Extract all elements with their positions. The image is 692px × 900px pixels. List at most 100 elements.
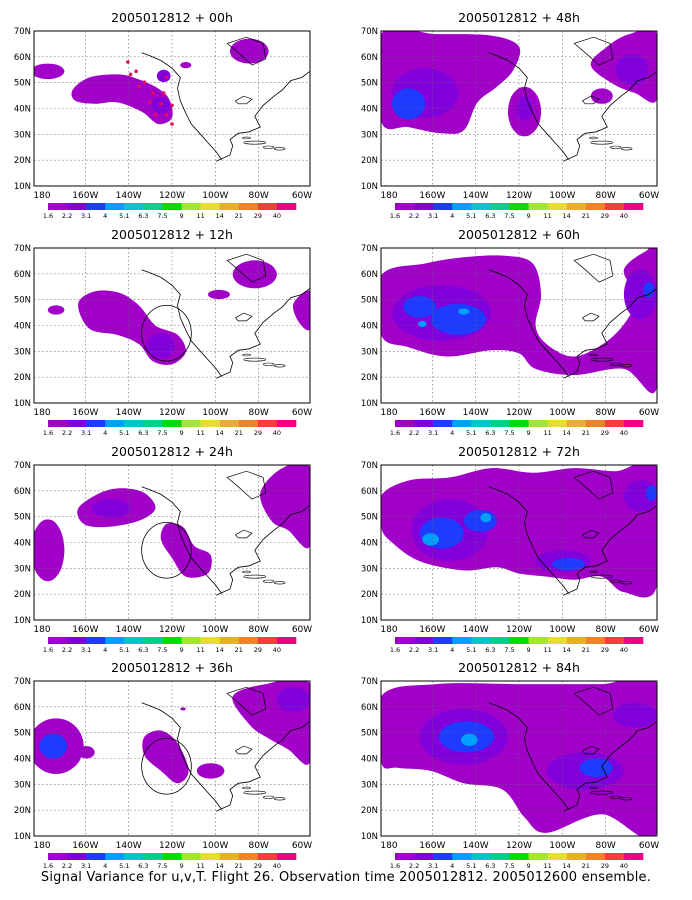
colorbar-swatch bbox=[433, 853, 453, 860]
colorbar-label: 6.3 bbox=[485, 429, 495, 437]
panel-title: 2005012812 + 60h bbox=[458, 227, 580, 242]
colorbar-swatch bbox=[86, 637, 106, 644]
colorbar-swatch bbox=[238, 853, 259, 860]
colorbar-label: 3.1 bbox=[81, 646, 91, 654]
colorbar-label: 14 bbox=[216, 212, 224, 220]
colorbar-label: 11 bbox=[543, 862, 551, 870]
caribbean-island bbox=[589, 136, 598, 140]
great-lakes bbox=[234, 312, 253, 322]
lat-tick-label: 10N bbox=[14, 399, 31, 409]
lon-tick-label: 140W bbox=[116, 191, 142, 201]
lon-tick-label: 160W bbox=[419, 841, 445, 851]
lon-tick-label: 60W bbox=[639, 841, 659, 851]
lat-tick-label: 50N bbox=[14, 513, 31, 523]
colorbar-swatch bbox=[490, 420, 510, 427]
lat-tick-label: 60N bbox=[14, 703, 31, 713]
colorbar-label: 3.1 bbox=[81, 429, 91, 437]
variance-contour-fill bbox=[232, 260, 277, 289]
colorbar-swatch bbox=[276, 637, 297, 644]
coastline bbox=[488, 269, 570, 377]
lon-tick-label: 140W bbox=[463, 625, 489, 635]
lat-tick-label: 20N bbox=[361, 373, 378, 383]
colorbar-label: 5.1 bbox=[466, 646, 476, 654]
colorbar-label: 11 bbox=[543, 212, 551, 220]
colorbar-label: 14 bbox=[563, 646, 571, 654]
colorbar-label: 21 bbox=[235, 429, 243, 437]
variance-contour-fill bbox=[590, 88, 613, 104]
colorbar-swatch bbox=[623, 420, 644, 427]
lon-tick-label: 160W bbox=[72, 625, 98, 635]
colorbar-label: 6.3 bbox=[485, 646, 495, 654]
colorbar-swatch bbox=[604, 420, 625, 427]
lat-tick-label: 10N bbox=[361, 616, 378, 626]
colorbar-label: 29 bbox=[601, 646, 609, 654]
colorbar-label: 21 bbox=[235, 212, 243, 220]
colorbar-swatch bbox=[509, 853, 529, 860]
colorbar-label: 6.3 bbox=[138, 429, 148, 437]
lon-tick-label: 140W bbox=[116, 625, 142, 635]
colorbar-label: 14 bbox=[216, 646, 224, 654]
map-frame bbox=[380, 680, 658, 837]
colorbar-label: 4 bbox=[103, 862, 107, 870]
variance-contour-fill bbox=[196, 763, 225, 779]
lat-tick-label: 60N bbox=[14, 487, 31, 497]
lat-tick-label: 10N bbox=[361, 399, 378, 409]
caribbean-island bbox=[242, 136, 251, 140]
colorbar-label: 29 bbox=[601, 862, 609, 870]
colorbar-label: 5.1 bbox=[466, 862, 476, 870]
colorbar-label: 7.5 bbox=[504, 429, 514, 437]
colorbar-swatch bbox=[219, 637, 240, 644]
variance-contour-fill bbox=[160, 522, 212, 578]
caribbean-island bbox=[589, 570, 598, 574]
lat-tick-label: 30N bbox=[14, 130, 31, 140]
colorbar-label: 1.6 bbox=[43, 212, 53, 220]
colorbar-swatch bbox=[124, 203, 144, 210]
caribbean-island bbox=[243, 357, 267, 362]
great-lakes bbox=[234, 745, 253, 755]
flight-track-point bbox=[161, 91, 166, 95]
colorbar-label: 7.5 bbox=[504, 862, 514, 870]
hudson-bay bbox=[226, 253, 267, 283]
map-panel: 2005012812 + 60h 70N 60N 50N 40N 30N 20N 10N180… bbox=[361, 227, 659, 437]
lon-tick-label: 60W bbox=[292, 191, 312, 201]
colorbar-swatch bbox=[452, 637, 472, 644]
colorbar-swatch bbox=[623, 203, 644, 210]
colorbar-label: 6.3 bbox=[485, 862, 495, 870]
colorbar-swatch bbox=[162, 637, 182, 644]
colorbar-label: 6.3 bbox=[138, 646, 148, 654]
caribbean-island bbox=[590, 790, 614, 795]
lon-tick-label: 80W bbox=[595, 625, 615, 635]
lon-tick-label: 100W bbox=[549, 625, 575, 635]
colorbar-swatch bbox=[276, 203, 297, 210]
colorbar-label: 29 bbox=[254, 212, 262, 220]
variance-contour-fill bbox=[480, 513, 492, 523]
caribbean-island bbox=[262, 145, 275, 149]
coastline bbox=[216, 70, 310, 162]
variance-contour-fill bbox=[180, 707, 186, 711]
colorbar-swatch bbox=[509, 203, 529, 210]
colorbar-swatch bbox=[105, 420, 125, 427]
colorbar-label: 6.3 bbox=[138, 212, 148, 220]
colorbar-swatch bbox=[238, 420, 259, 427]
caribbean-island bbox=[620, 147, 633, 151]
colorbar-label: 9 bbox=[179, 862, 183, 870]
colorbar-swatch bbox=[276, 420, 297, 427]
colorbar-swatch bbox=[48, 853, 68, 860]
lon-tick-label: 100W bbox=[549, 191, 575, 201]
colorbar-swatch bbox=[547, 637, 567, 644]
colorbar-label: 11 bbox=[543, 646, 551, 654]
map-panel: 2005012812 + 12h 70N 60N 50N 40N 30N 20N 10N180… bbox=[14, 227, 312, 437]
colorbar-label: 14 bbox=[216, 429, 224, 437]
lat-tick-label: 40N bbox=[361, 755, 378, 765]
flight-track-point bbox=[134, 69, 138, 74]
colorbar-swatch bbox=[452, 203, 472, 210]
flight-track-point bbox=[164, 75, 169, 80]
colorbar-label: 21 bbox=[582, 429, 590, 437]
lon-tick-label: 100W bbox=[202, 625, 228, 635]
colorbar-label: 3.1 bbox=[428, 862, 438, 870]
colorbar-swatch bbox=[604, 853, 625, 860]
colorbar-label: 40 bbox=[273, 862, 281, 870]
lon-tick-label: 100W bbox=[202, 841, 228, 851]
colorbar-label: 1.6 bbox=[390, 862, 400, 870]
colorbar-swatch bbox=[547, 420, 567, 427]
